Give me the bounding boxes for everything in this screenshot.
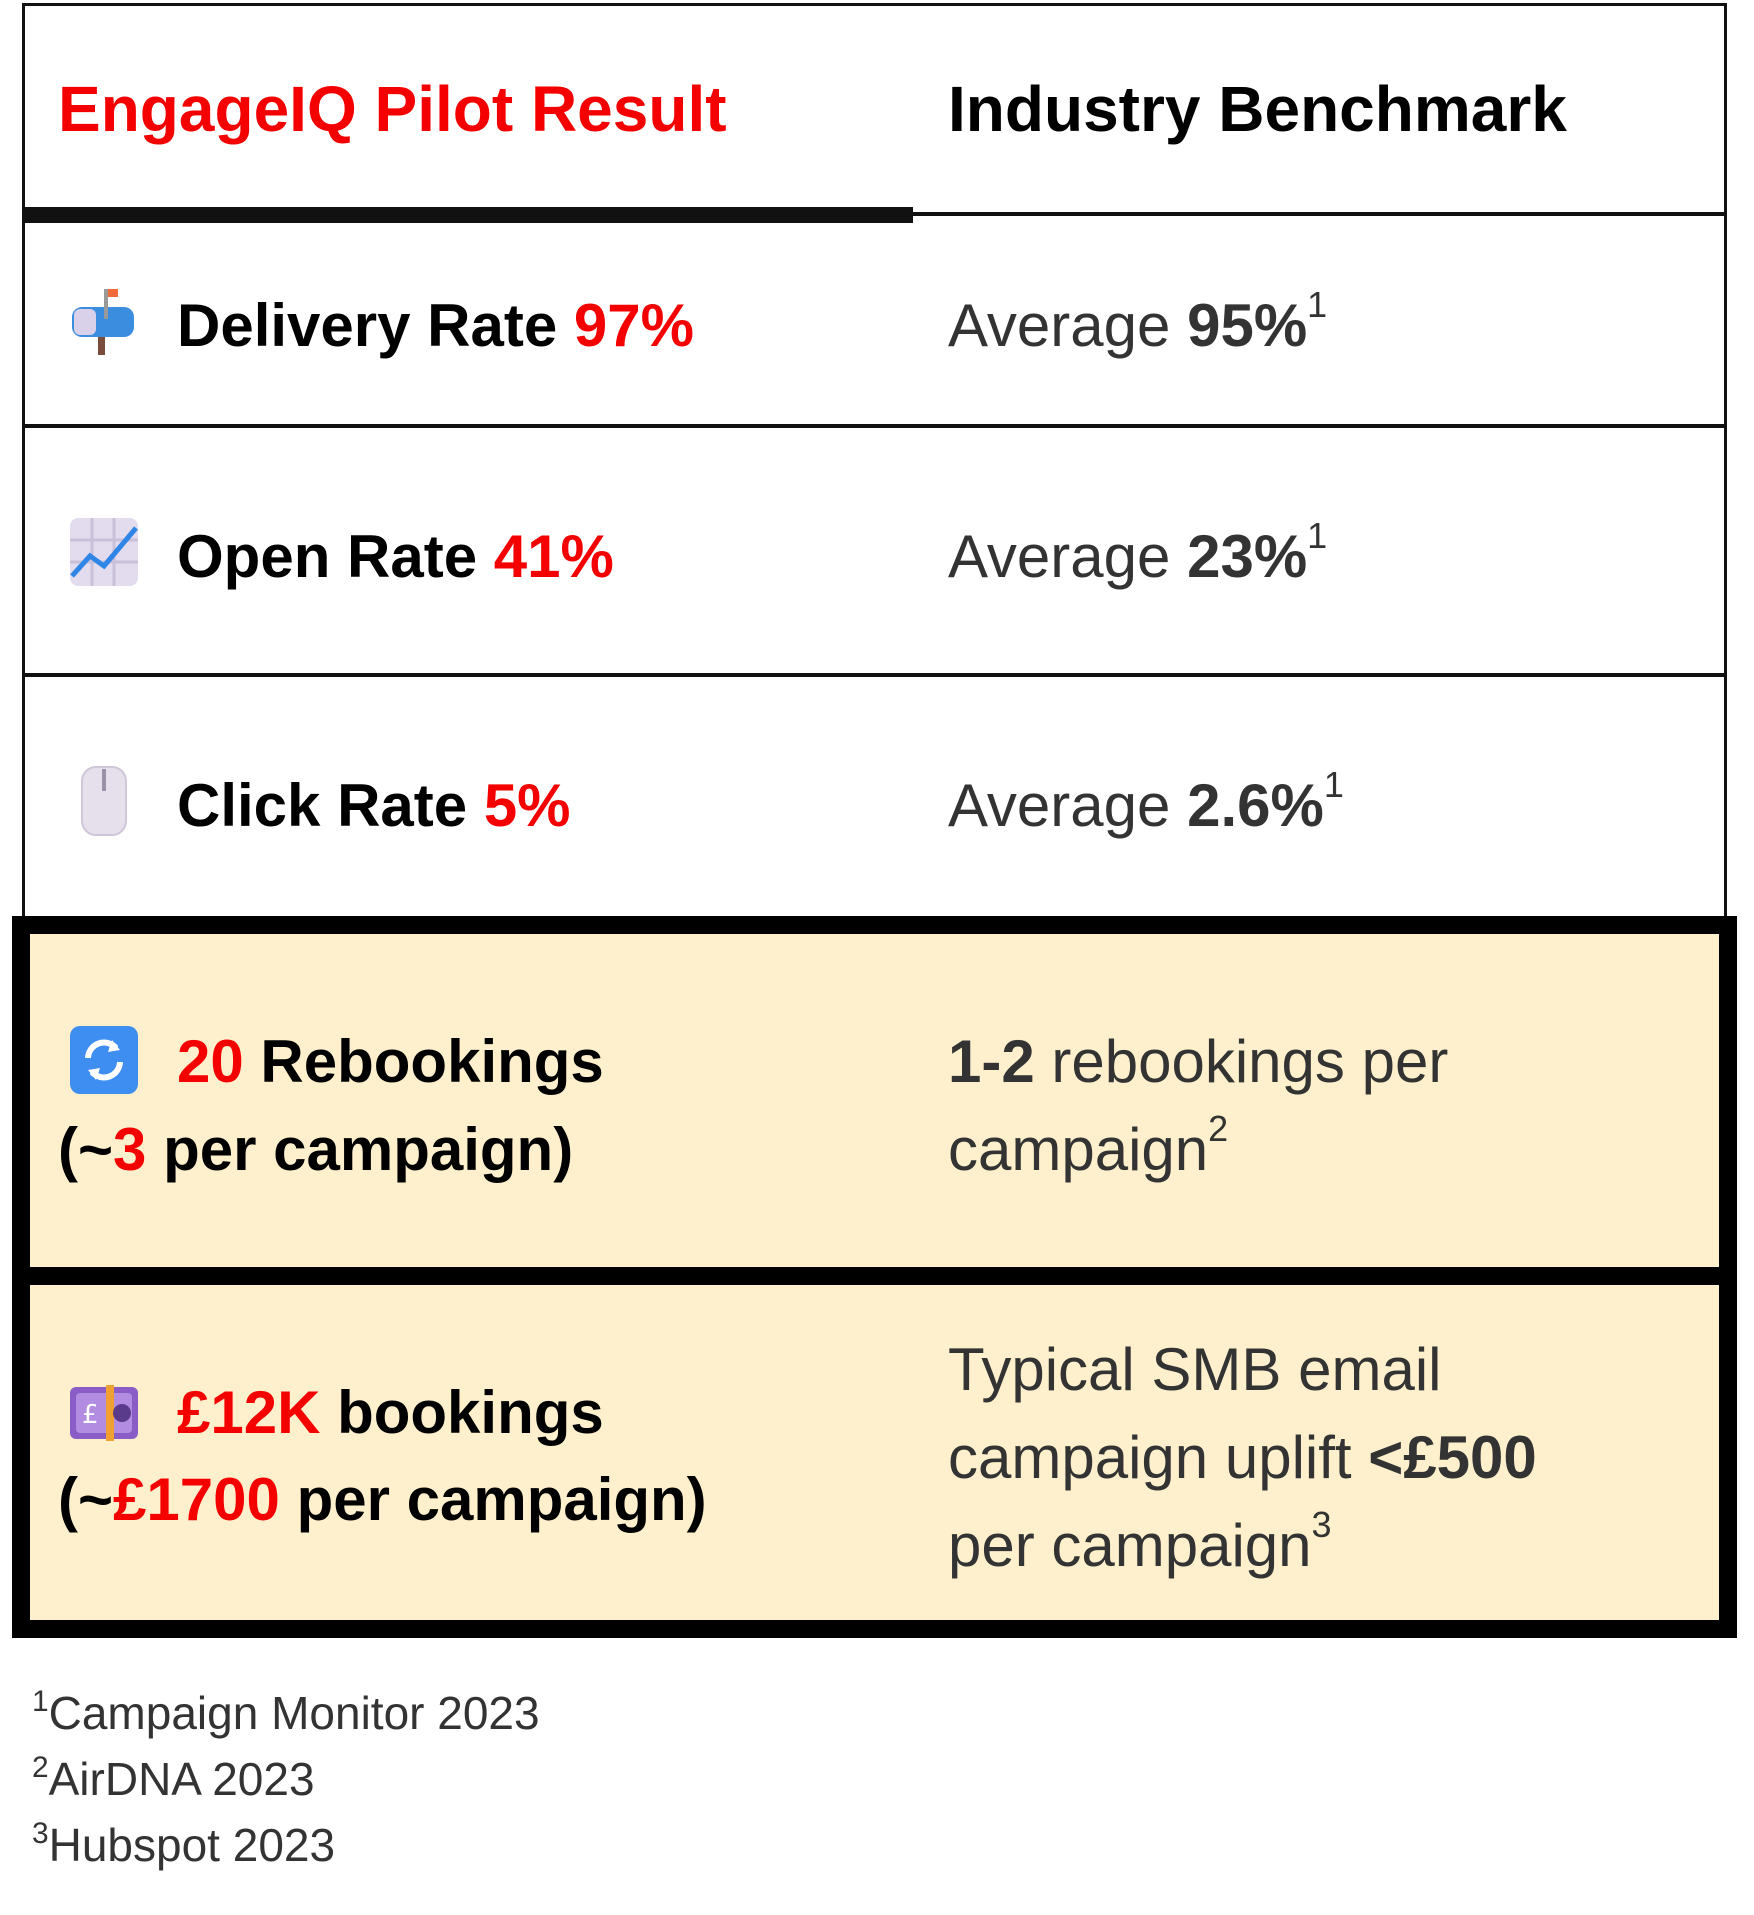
rebookings-benchmark-line2: campaign2: [948, 1108, 1229, 1183]
bookings-result-line1: £12K bookings: [177, 1379, 604, 1446]
rebookings-benchmark-line1: 1-2 rebookings per: [948, 1028, 1449, 1095]
rebookings-result-line1: 20 Rebookings: [177, 1028, 604, 1095]
header-underline: [913, 212, 1727, 216]
footnote: 1Campaign Monitor 2023: [32, 1685, 540, 1739]
click-rate-benchmark: Average 2.6%1: [948, 764, 1344, 839]
click-rate-result: Click Rate 5%: [177, 772, 571, 839]
row-divider: [22, 673, 1727, 677]
delivery-rate-result: Delivery Rate 97%: [177, 292, 694, 359]
row-divider: [22, 424, 1727, 428]
svg-text:£: £: [82, 1400, 99, 1430]
table-frame: [22, 3, 1727, 916]
mailbox-icon: [72, 289, 134, 355]
open-rate-result: Open Rate 41%: [177, 523, 614, 590]
bookings-benchmark-line2: campaign uplift <£500: [948, 1424, 1537, 1491]
bookings-result-line2: (~£1700 per campaign): [58, 1466, 707, 1533]
bookings-box: [12, 1267, 1737, 1638]
header-underline-thick: [22, 207, 913, 223]
arrows-cycle-icon: [70, 1026, 138, 1094]
right-header: Industry Benchmark: [948, 73, 1567, 145]
bookings-benchmark-line1: Typical SMB email: [948, 1336, 1442, 1403]
delivery-rate-benchmark: Average 95%1: [948, 284, 1328, 359]
left-header: EngageIQ Pilot Result: [58, 73, 727, 145]
computer-mouse-icon: [81, 766, 127, 836]
rebookings-result-line2: (~3 per campaign): [58, 1116, 574, 1183]
footnote: 3Hubspot 2023: [32, 1817, 336, 1871]
open-rate-benchmark: Average 23%1: [948, 515, 1328, 590]
pound-banknote-icon: £: [70, 1385, 138, 1441]
chart-increasing-icon: [70, 518, 138, 586]
footnote: 2AirDNA 2023: [32, 1751, 315, 1805]
bookings-benchmark-line3: per campaign3: [948, 1504, 1332, 1579]
